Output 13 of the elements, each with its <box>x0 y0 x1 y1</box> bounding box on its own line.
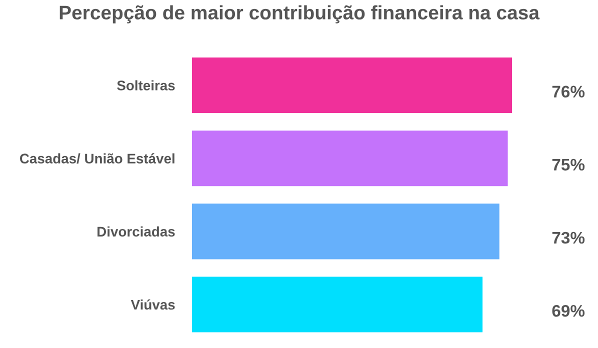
data-label: 75% <box>552 158 585 171</box>
data-label: 76% <box>552 86 585 98</box>
bar <box>192 204 500 260</box>
y-tick-label: Divorciadas <box>98 226 175 237</box>
chart-title: Percepção de maior contribuição financeira na casa <box>60 5 540 24</box>
bar <box>192 57 512 114</box>
y-tick-label: Casadas/ União Estável <box>20 153 174 164</box>
data-label: 73% <box>552 232 585 244</box>
y-tick-label: Solteiras <box>117 80 175 90</box>
bar <box>192 276 483 332</box>
bar <box>192 130 508 186</box>
y-tick-label: Viúvas <box>130 299 175 310</box>
data-label: 69% <box>552 304 585 317</box>
